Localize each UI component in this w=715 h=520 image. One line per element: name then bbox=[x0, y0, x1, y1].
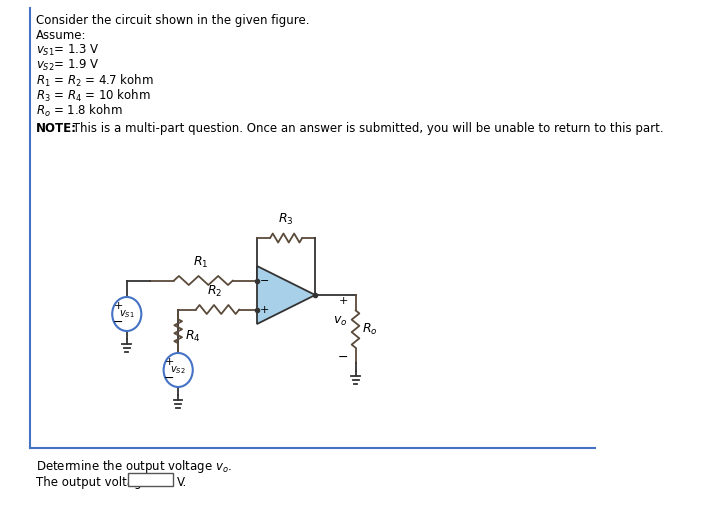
Text: $v_{S1}$= 1.3 V: $v_{S1}$= 1.3 V bbox=[36, 43, 99, 58]
Text: $R_o$ = 1.8 kohm: $R_o$ = 1.8 kohm bbox=[36, 103, 123, 119]
Text: Determine the output voltage $v_o$.: Determine the output voltage $v_o$. bbox=[36, 458, 232, 475]
Text: −: − bbox=[164, 372, 174, 385]
Text: +: + bbox=[340, 296, 349, 306]
Text: $R_2$: $R_2$ bbox=[207, 283, 222, 298]
Text: The output voltage is: The output voltage is bbox=[36, 476, 162, 489]
Text: $R_1$ = $R_2$ = 4.7 kohm: $R_1$ = $R_2$ = 4.7 kohm bbox=[36, 73, 154, 89]
FancyBboxPatch shape bbox=[129, 473, 173, 486]
Text: $v_o$: $v_o$ bbox=[332, 315, 347, 328]
Text: +: + bbox=[164, 357, 174, 367]
Text: Assume:: Assume: bbox=[36, 29, 87, 42]
Text: NOTE:: NOTE: bbox=[36, 122, 77, 135]
Text: +: + bbox=[114, 301, 123, 310]
Text: −: − bbox=[338, 350, 349, 363]
Text: $v_{S2}$: $v_{S2}$ bbox=[170, 364, 186, 376]
Text: $R_4$: $R_4$ bbox=[185, 329, 201, 344]
Text: V.: V. bbox=[177, 476, 187, 489]
Text: $v_{S1}$: $v_{S1}$ bbox=[119, 308, 134, 320]
Text: $R_o$: $R_o$ bbox=[363, 321, 378, 336]
Text: +: + bbox=[260, 305, 270, 315]
Text: $R_1$: $R_1$ bbox=[193, 254, 209, 269]
Text: $v_{S2}$= 1.9 V: $v_{S2}$= 1.9 V bbox=[36, 58, 99, 73]
Polygon shape bbox=[257, 266, 315, 324]
Text: This is a multi-part question. Once an answer is submitted, you will be unable t: This is a multi-part question. Once an a… bbox=[69, 122, 663, 135]
Text: −: − bbox=[260, 276, 270, 285]
Text: Consider the circuit shown in the given figure.: Consider the circuit shown in the given … bbox=[36, 14, 310, 27]
Text: $R_3$ = $R_4$ = 10 kohm: $R_3$ = $R_4$ = 10 kohm bbox=[36, 88, 151, 104]
Text: $R_3$: $R_3$ bbox=[278, 212, 294, 227]
Text: −: − bbox=[113, 316, 123, 329]
